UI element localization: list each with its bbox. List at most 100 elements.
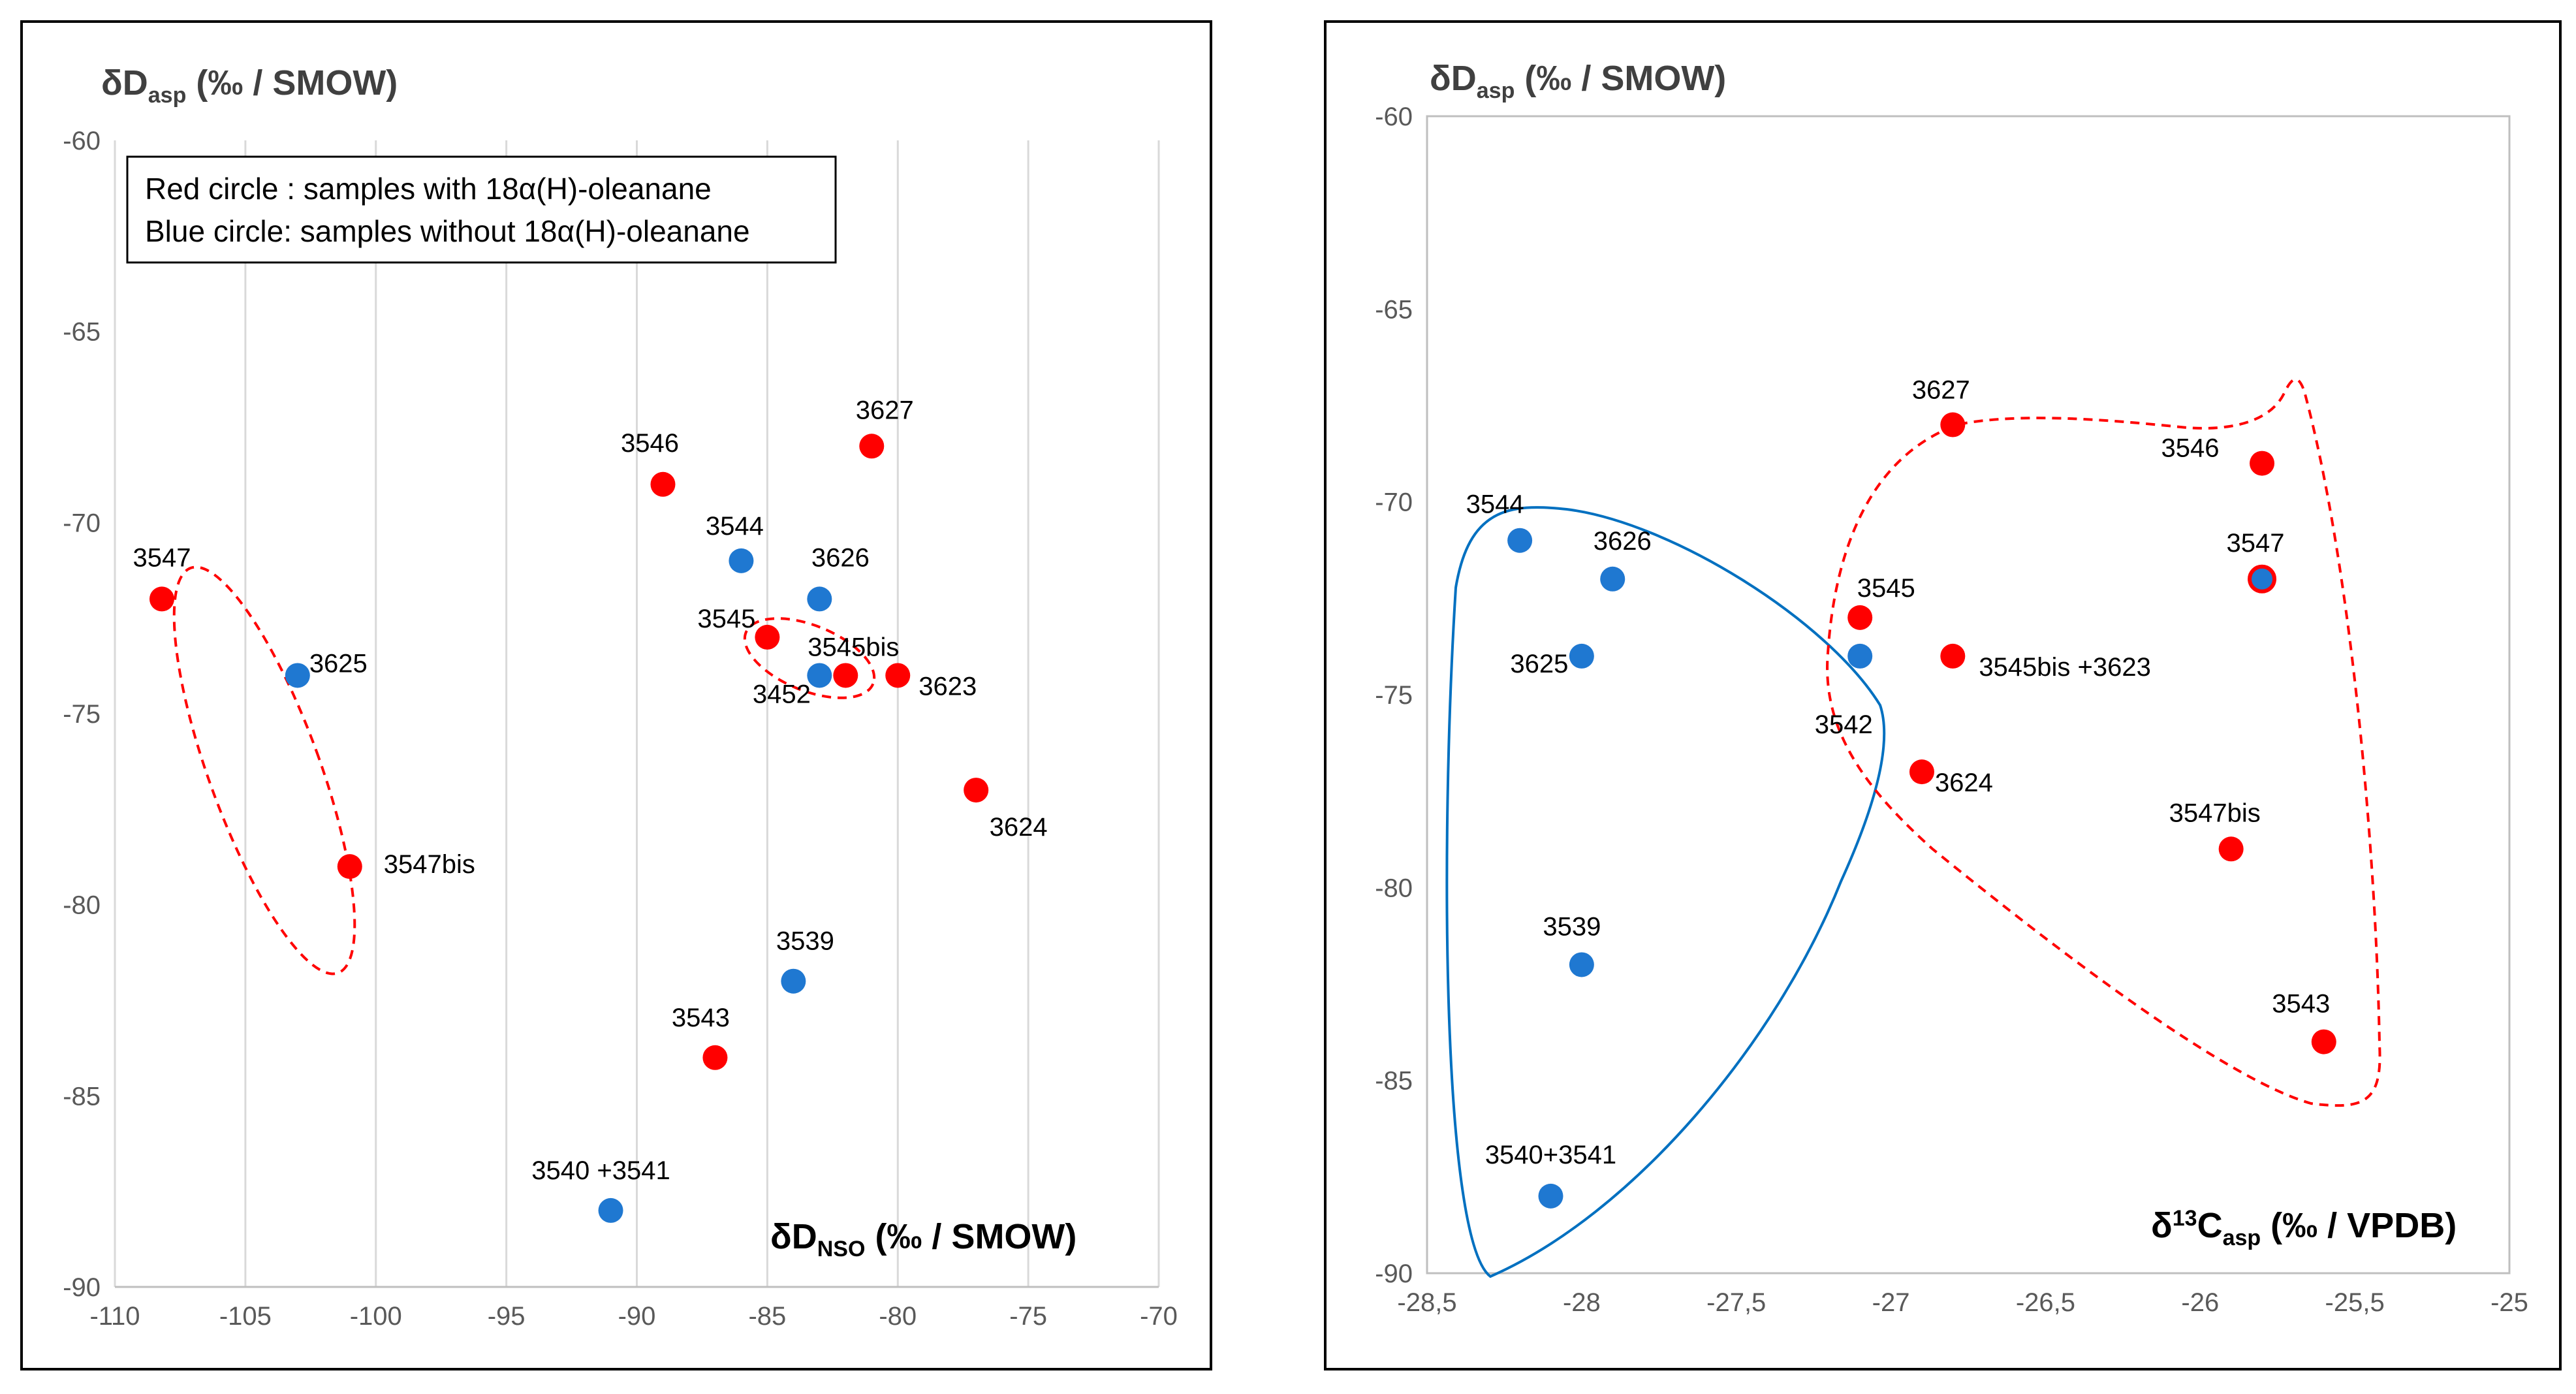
- data-point-red: [1940, 412, 1966, 437]
- point-label: 3547: [2227, 529, 2285, 558]
- data-point-blue: [1538, 1183, 1563, 1209]
- point-label: 3539: [776, 927, 834, 956]
- x-tick-label: -27,5: [1706, 1288, 1766, 1317]
- legend-line-red: Red circle : samples with 18α(H)-oleanan…: [145, 172, 712, 206]
- data-point-red: [1847, 605, 1873, 630]
- point-label: 3547bis: [2169, 799, 2261, 827]
- data-point-red: [702, 1045, 728, 1070]
- data-point-blue: [285, 663, 310, 688]
- data-point-red: [833, 663, 858, 688]
- point-label: 3452: [753, 680, 811, 708]
- point-label: 3627: [856, 396, 914, 424]
- point-label: 3626: [1594, 527, 1652, 556]
- x-tick-label: -105: [219, 1302, 272, 1331]
- left-red-dashed-ellipse-1: [172, 565, 356, 975]
- data-point-red: [755, 624, 780, 650]
- data-point-red: [149, 586, 174, 612]
- y-tick-label: -75: [63, 700, 101, 729]
- x-tick-label: -110: [89, 1302, 140, 1331]
- data-point-red: [2248, 564, 2277, 594]
- data-point-red: [337, 854, 362, 879]
- data-point-blue: [1847, 643, 1873, 669]
- point-label: 3625: [1510, 650, 1568, 678]
- y-tick-label: -60: [1375, 103, 1413, 131]
- point-label: 3547bis: [384, 850, 475, 879]
- data-point-blue: [807, 663, 832, 688]
- y-tick-label: -70: [1375, 488, 1413, 517]
- right-y-axis-title: δDasp (‰ / SMOW): [1430, 59, 1726, 103]
- right-y-tick-labels: -60 -65 -70 -75 -80 -85 -90: [1375, 103, 1413, 1288]
- x-tick-label: -80: [879, 1302, 917, 1331]
- y-tick-label: -85: [1375, 1067, 1413, 1096]
- y-tick-label: -80: [63, 891, 101, 920]
- data-point-blue: [781, 968, 806, 994]
- x-tick-label: -28: [1563, 1288, 1601, 1317]
- point-label: 3627: [1912, 376, 1970, 405]
- x-tick-label: -95: [488, 1302, 526, 1331]
- right-red-envelope: [1826, 378, 2381, 1107]
- left-gridlines: [114, 140, 1160, 1287]
- point-label: 3546: [621, 429, 679, 458]
- left-red-dashed-ellipse-2: [743, 617, 876, 699]
- point-label: 3539: [1543, 912, 1601, 941]
- data-point-blue: [598, 1197, 623, 1223]
- point-label: 3624: [1935, 768, 1993, 797]
- point-label: 3545: [1857, 574, 1915, 603]
- y-tick-label: -70: [63, 509, 101, 537]
- point-label: 3543: [672, 1004, 730, 1032]
- x-tick-label: -75: [1009, 1302, 1047, 1331]
- right-point-labels: 3544 3626 3625 3539 3540+3541 3542 3545 3627 354…: [1466, 376, 2331, 1169]
- y-tick-label: -90: [63, 1273, 101, 1302]
- right-x-tick-labels: -28,5 -28 -27,5 -27 -26,5 -26 -25,5 -25: [1397, 1288, 2528, 1317]
- y-tick-label: -60: [63, 127, 101, 155]
- left-y-tick-labels: -60 -65 -70 -75 -80 -85 -90: [63, 127, 101, 1302]
- data-point-red: [885, 663, 911, 688]
- point-label: 3545: [697, 605, 755, 633]
- point-label: 3546: [2161, 434, 2220, 463]
- left-chart: -60 -65 -70 -75 -80 -85 -90 -110 -105 -100 -95 -90…: [63, 63, 1178, 1331]
- right-x-axis-title: δ13Casp (‰ / VPDB): [2151, 1206, 2457, 1250]
- data-point-red: [859, 434, 885, 459]
- data-point-blue: [729, 548, 754, 573]
- y-tick-label: -65: [1375, 295, 1413, 324]
- data-point-red: [2311, 1029, 2336, 1054]
- x-tick-label: -25: [2490, 1288, 2528, 1317]
- legend-line-blue: Blue circle: samples without 18α(H)-olea…: [145, 214, 750, 248]
- data-point-red: [964, 778, 989, 803]
- point-label: 3540+3541: [1485, 1141, 1616, 1169]
- point-label: 3545bis: [808, 633, 899, 661]
- left-y-axis-title: δDasp (‰ / SMOW): [101, 63, 398, 108]
- data-point-red: [2218, 836, 2244, 862]
- data-point-blue: [1569, 952, 1594, 977]
- data-point-blue: [1569, 643, 1594, 669]
- y-tick-label: -65: [63, 318, 101, 347]
- left-x-tick-labels: -110 -105 -100 -95 -90 -85 -80 -75 -70: [89, 1302, 1177, 1331]
- x-tick-label: -26,5: [2016, 1288, 2075, 1317]
- right-chart: -60-65-70-75-80-85-90 -28,5 -28 -27,5 -27 -2…: [1375, 59, 2528, 1317]
- y-tick-label: -75: [1375, 681, 1413, 710]
- right-plot-area: [1426, 115, 2511, 1275]
- right-panel-frame: [1324, 20, 2562, 1370]
- x-tick-label: -26: [2181, 1288, 2219, 1317]
- x-tick-label: -90: [618, 1302, 656, 1331]
- x-tick-label: -100: [350, 1302, 402, 1331]
- legend-box: [126, 155, 837, 264]
- data-point-blue: [1600, 566, 1626, 592]
- y-tick-label: -85: [63, 1082, 101, 1111]
- data-point-red: [1909, 759, 1934, 785]
- y-tick-label: -80: [1375, 874, 1413, 902]
- point-label: 3543: [2272, 990, 2330, 1019]
- x-tick-label: -70: [1140, 1302, 1178, 1331]
- point-label: 3544: [706, 512, 764, 541]
- point-label: 3540 +3541: [531, 1156, 670, 1185]
- point-label: 3626: [811, 543, 870, 572]
- point-label: 3542: [1815, 710, 1873, 739]
- data-point-red: [1940, 643, 1966, 669]
- x-tick-label: -25,5: [2325, 1288, 2385, 1317]
- left-point-labels: 3547 3625 3547bis 3546 3544 3626 3627 3545 3452 3…: [133, 396, 1047, 1185]
- data-point-blue: [807, 586, 832, 612]
- x-tick-label: -28,5: [1397, 1288, 1456, 1317]
- point-label: 3623: [919, 672, 977, 701]
- left-data-points: [149, 434, 989, 1223]
